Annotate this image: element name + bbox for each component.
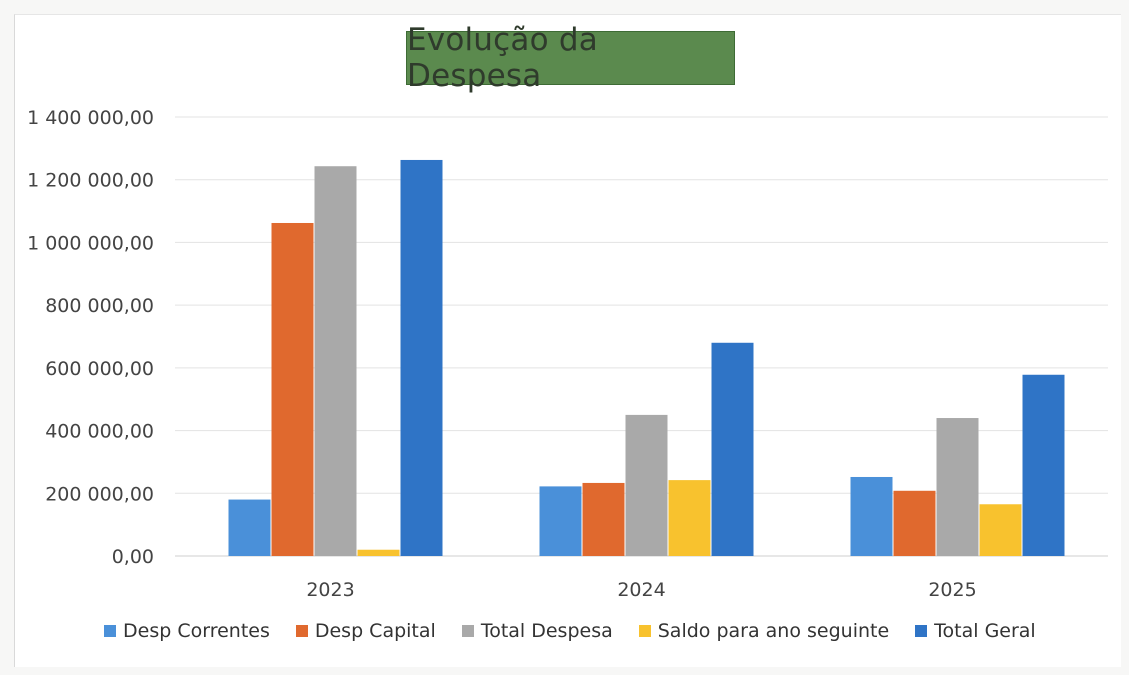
legend-swatch: [915, 625, 928, 637]
chart-legend: Desp Correntes Desp Capital Total Despesa S…: [104, 620, 1036, 642]
bar-saldo-para-ano-seguinte-2025: [979, 504, 1022, 556]
bar-total-geral-2023: [400, 159, 443, 556]
legend-item: Saldo para ano seguinte: [638, 620, 890, 642]
bar-desp-correntes-2025: [850, 476, 893, 556]
legend-swatch: [461, 625, 474, 637]
bar-total-geral-2025: [1022, 374, 1065, 556]
y-tick-label: 0,00: [112, 546, 154, 568]
bar-desp-correntes-2023: [228, 499, 271, 556]
bar-total-geral-2024: [711, 342, 754, 556]
bar-desp-capital-2023: [271, 222, 314, 557]
bar-total-despesa-2023: [314, 166, 357, 556]
legend-item: Total Geral: [915, 620, 1036, 642]
legend-item: Desp Correntes: [104, 620, 270, 642]
y-tick-label: 400 000,00: [45, 421, 154, 443]
legend-swatch: [295, 625, 308, 637]
y-tick-label: 800 000,00: [45, 295, 154, 317]
y-tick-label: 200 000,00: [45, 483, 154, 505]
x-tick-label: 2023: [306, 579, 354, 601]
y-tick-label: 600 000,00: [45, 358, 154, 380]
bar-desp-capital-2025: [893, 490, 936, 556]
legend-label: Total Despesa: [480, 620, 613, 642]
bar-desp-capital-2024: [582, 482, 625, 556]
legend-label: Total Geral: [934, 620, 1036, 642]
bar-saldo-para-ano-seguinte-2024: [668, 480, 711, 556]
legend-item: Total Despesa: [461, 620, 613, 642]
bar-total-despesa-2024: [625, 414, 668, 556]
bar-total-despesa-2025: [936, 418, 979, 556]
bar-saldo-para-ano-seguinte-2023: [357, 549, 400, 556]
x-tick-label: 2025: [928, 579, 976, 601]
chart-sheet: [14, 14, 1121, 667]
y-tick-label: 1 400 000,00: [27, 107, 154, 129]
legend-label: Saldo para ano seguinte: [657, 620, 890, 642]
y-tick-label: 1 200 000,00: [27, 170, 154, 192]
legend-item: Desp Capital: [295, 620, 436, 642]
legend-label: Desp Capital: [314, 620, 436, 642]
bar-desp-correntes-2024: [539, 486, 582, 556]
legend-label: Desp Correntes: [123, 620, 270, 642]
legend-swatch: [638, 625, 651, 637]
y-tick-label: 1 000 000,00: [27, 232, 154, 254]
legend-swatch: [104, 625, 116, 637]
x-tick-label: 2024: [617, 579, 665, 601]
